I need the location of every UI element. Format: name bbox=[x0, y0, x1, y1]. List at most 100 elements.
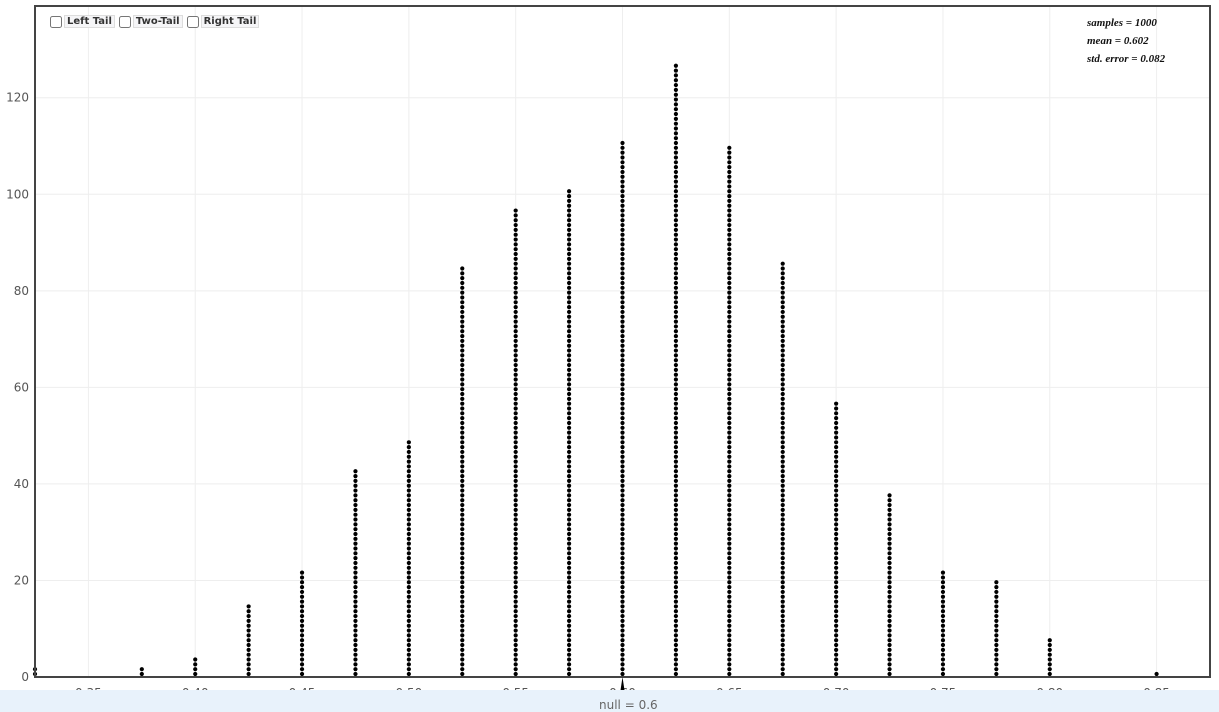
dot bbox=[673, 551, 679, 556]
dot bbox=[513, 280, 518, 286]
dot bbox=[673, 165, 679, 170]
tail-controls: Left Tail Two-Tail Right Tail bbox=[50, 15, 263, 28]
dot bbox=[887, 517, 892, 522]
dot bbox=[673, 527, 679, 532]
dot bbox=[940, 599, 946, 604]
dot bbox=[780, 502, 785, 508]
left-tail-checkbox[interactable] bbox=[50, 15, 62, 28]
dot bbox=[727, 570, 732, 575]
dot bbox=[620, 300, 625, 305]
dot bbox=[673, 507, 679, 512]
std-error-stat: std. error = 0.082 bbox=[1087, 53, 1166, 65]
dot bbox=[460, 594, 465, 599]
dot bbox=[834, 473, 839, 479]
dot bbox=[566, 367, 572, 372]
dot bbox=[460, 628, 465, 633]
dot bbox=[513, 343, 518, 348]
two-tail-option[interactable]: Two-Tail bbox=[118, 15, 183, 28]
dot bbox=[994, 662, 999, 667]
right-tail-option[interactable]: Right Tail bbox=[186, 15, 260, 28]
dot bbox=[566, 478, 572, 484]
dot bbox=[620, 536, 625, 541]
dot bbox=[566, 222, 572, 228]
dot bbox=[460, 271, 465, 276]
dot bbox=[566, 189, 572, 194]
dot bbox=[353, 536, 358, 541]
dot bbox=[353, 671, 358, 677]
dot bbox=[406, 609, 411, 614]
two-tail-checkbox[interactable] bbox=[118, 15, 131, 28]
dot bbox=[780, 652, 785, 657]
dot bbox=[673, 599, 679, 604]
dot bbox=[566, 662, 572, 667]
right-tail-checkbox[interactable] bbox=[186, 15, 199, 28]
dot bbox=[834, 493, 839, 498]
dot bbox=[834, 647, 839, 652]
dot bbox=[513, 493, 518, 498]
dot bbox=[673, 367, 679, 372]
dot bbox=[620, 218, 625, 223]
dot bbox=[460, 362, 465, 368]
dot bbox=[887, 609, 892, 614]
dot bbox=[566, 411, 572, 416]
dot bbox=[620, 483, 625, 488]
dot bbox=[406, 594, 411, 599]
dot bbox=[513, 266, 518, 271]
dot bbox=[513, 358, 518, 363]
dot bbox=[406, 604, 411, 609]
dot bbox=[513, 420, 518, 426]
dot bbox=[620, 227, 625, 232]
dot bbox=[620, 560, 625, 566]
dot bbox=[834, 435, 839, 440]
dot bbox=[834, 642, 839, 648]
dot bbox=[620, 377, 625, 382]
dot bbox=[727, 541, 732, 546]
dot bbox=[513, 628, 518, 633]
dot bbox=[566, 213, 572, 218]
dot bbox=[460, 338, 465, 344]
left-tail-option[interactable]: Left Tail bbox=[50, 15, 115, 28]
dot bbox=[994, 594, 999, 599]
dot bbox=[673, 348, 679, 353]
dot bbox=[620, 232, 625, 237]
dot bbox=[727, 203, 732, 208]
dot bbox=[566, 589, 572, 595]
dot bbox=[887, 536, 892, 541]
dot bbox=[727, 372, 732, 377]
dot bbox=[673, 623, 679, 628]
dot bbox=[353, 623, 358, 628]
dot bbox=[780, 667, 785, 672]
dot bbox=[566, 483, 572, 488]
dot bbox=[727, 565, 732, 570]
dot bbox=[780, 449, 785, 455]
dot bbox=[193, 657, 198, 662]
dot bbox=[673, 502, 679, 508]
dot bbox=[406, 560, 411, 566]
dot bbox=[566, 251, 572, 257]
dot bbox=[673, 97, 679, 102]
dot bbox=[940, 585, 946, 590]
dot bbox=[727, 454, 732, 459]
dot bbox=[673, 227, 679, 232]
dot bbox=[620, 609, 625, 614]
dot bbox=[727, 473, 732, 479]
dot bbox=[513, 585, 518, 590]
dot bbox=[780, 473, 785, 479]
dot bbox=[353, 585, 358, 590]
dot bbox=[460, 671, 465, 677]
dot bbox=[460, 387, 465, 392]
dot bbox=[673, 87, 679, 92]
dot bbox=[994, 642, 999, 648]
dot bbox=[460, 565, 465, 570]
dot bbox=[620, 309, 625, 315]
dot bbox=[727, 193, 732, 199]
dot bbox=[673, 580, 679, 585]
dot bbox=[780, 290, 785, 295]
dot bbox=[620, 652, 625, 657]
dot bbox=[353, 628, 358, 633]
dot bbox=[566, 353, 572, 358]
dot bbox=[513, 570, 518, 575]
dot bbox=[566, 628, 572, 633]
dot bbox=[566, 469, 572, 474]
dot bbox=[566, 638, 572, 643]
